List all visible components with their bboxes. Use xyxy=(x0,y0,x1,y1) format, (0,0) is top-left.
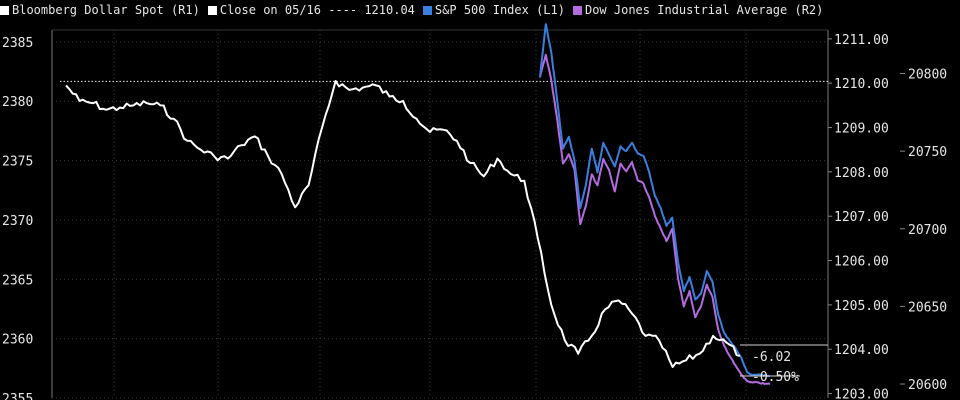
left-tick-label: 2360 xyxy=(2,333,33,348)
legend-label-1: Close on 05/16 ---- 1210.04 xyxy=(219,3,415,17)
left-tick-label: 2355 xyxy=(2,392,33,400)
right1-tick-label: 1205.00 xyxy=(834,299,889,314)
left-tick-label: 2370 xyxy=(2,214,33,229)
right1-tick-label: 1209.00 xyxy=(834,122,889,137)
change-value-annotation: -6.02 xyxy=(752,350,791,365)
series-line-1 xyxy=(539,23,771,378)
purple-square-icon xyxy=(572,5,582,15)
legend-label-2: S&P 500 Index (L1) xyxy=(434,3,565,17)
legend-item-0: Bloomberg Dollar Spot (R1) xyxy=(0,0,200,20)
series-line-2 xyxy=(539,53,771,385)
legend-label-3: Dow Jones Industrial Average (R2) xyxy=(584,3,824,17)
right1-tick-label: 1206.00 xyxy=(834,255,889,270)
chart-legend: Bloomberg Dollar Spot (R1) Close on 05/16… xyxy=(0,0,831,20)
right2-tick-label: 20800 xyxy=(908,67,947,82)
right1-tick-label: 1204.00 xyxy=(834,343,889,358)
white-square-icon xyxy=(0,5,9,15)
white-square-icon xyxy=(207,5,217,15)
right2-tick-label: 20700 xyxy=(908,223,947,238)
legend-item-3: Dow Jones Industrial Average (R2) xyxy=(572,0,824,20)
legend-item-1: Close on 05/16 ---- 1210.04 xyxy=(207,0,415,20)
right2-tick-label: 20600 xyxy=(908,378,947,393)
left-tick-label: 2365 xyxy=(2,273,33,288)
legend-label-0: Bloomberg Dollar Spot (R1) xyxy=(12,3,200,17)
change-percent-annotation: -0.50% xyxy=(752,370,799,385)
left-tick-label: 2385 xyxy=(2,36,33,51)
left-tick-label: 2375 xyxy=(2,155,33,170)
right2-tick-label: 20650 xyxy=(908,300,947,315)
right1-tick-label: 1210.00 xyxy=(834,77,889,92)
right2-tick-label: 20750 xyxy=(908,145,947,160)
right1-tick-label: 1211.00 xyxy=(834,33,889,48)
legend-item-2: S&P 500 Index (L1) xyxy=(422,0,565,20)
right1-tick-label: 1207.00 xyxy=(834,210,889,225)
series-line-0 xyxy=(65,80,741,368)
right1-tick-label: 1203.00 xyxy=(834,388,889,400)
left-tick-label: 2380 xyxy=(2,95,33,110)
right1-tick-label: 1208.00 xyxy=(834,166,889,181)
blue-square-icon xyxy=(422,5,432,15)
